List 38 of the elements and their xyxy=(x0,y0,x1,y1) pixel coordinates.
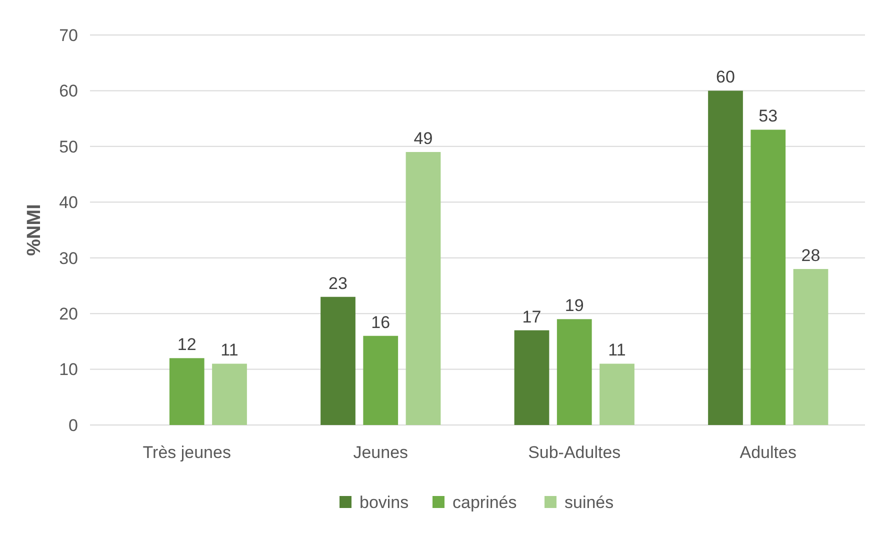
x-tick-label: Très jeunes xyxy=(142,443,231,462)
y-tick-label: 60 xyxy=(59,82,78,101)
bar xyxy=(708,90,743,425)
data-label: 16 xyxy=(371,312,390,332)
y-tick-label: 70 xyxy=(59,26,78,45)
bar xyxy=(514,330,550,425)
bar xyxy=(600,364,634,425)
y-tick-label: 10 xyxy=(59,360,78,380)
data-label: 23 xyxy=(328,274,348,293)
bar xyxy=(556,319,592,425)
y-tick-label: 20 xyxy=(59,304,78,324)
data-label: 17 xyxy=(522,307,542,326)
bar xyxy=(169,358,204,425)
data-label: 28 xyxy=(801,246,820,265)
bar xyxy=(212,364,247,425)
x-tick-label: Adultes xyxy=(740,443,796,462)
x-tick-label: Sub-Adultes xyxy=(528,443,621,462)
bar xyxy=(406,152,441,425)
y-tick-label: 50 xyxy=(59,137,78,156)
legend-label: caprinés xyxy=(452,492,517,512)
data-label: 12 xyxy=(177,335,196,354)
legend-label: suinés xyxy=(564,492,614,512)
y-tick-label: 30 xyxy=(59,248,78,268)
data-label: 11 xyxy=(608,340,626,360)
bar xyxy=(750,130,786,425)
data-label: 60 xyxy=(716,68,735,87)
y-axis-title: %NMI xyxy=(24,204,45,256)
data-label: 19 xyxy=(564,296,584,316)
data-label: 53 xyxy=(758,106,778,126)
bar xyxy=(363,336,398,425)
legend-label: bovins xyxy=(360,492,409,512)
bar xyxy=(320,296,356,425)
x-tick-label: Jeunes xyxy=(353,443,408,462)
bar xyxy=(793,269,828,425)
data-label: 11 xyxy=(220,340,238,360)
y-tick-label: 40 xyxy=(59,193,78,212)
data-label: 49 xyxy=(414,129,433,148)
y-tick-label: 0 xyxy=(68,416,78,435)
